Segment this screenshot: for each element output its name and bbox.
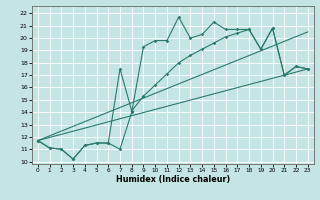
X-axis label: Humidex (Indice chaleur): Humidex (Indice chaleur) bbox=[116, 175, 230, 184]
